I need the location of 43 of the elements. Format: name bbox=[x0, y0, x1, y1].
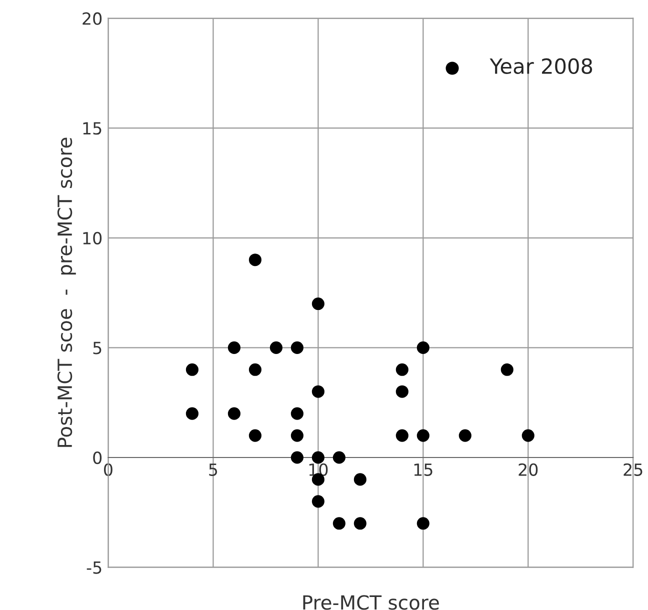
point bbox=[332, 517, 346, 530]
point bbox=[458, 429, 472, 442]
x-tick-label: 5 bbox=[209, 464, 218, 476]
y-tick-label: 15 bbox=[83, 122, 102, 135]
point bbox=[290, 451, 304, 464]
point bbox=[248, 429, 262, 442]
point bbox=[354, 517, 366, 530]
point bbox=[416, 517, 430, 530]
point bbox=[290, 407, 304, 420]
point bbox=[312, 451, 324, 464]
point bbox=[248, 254, 262, 266]
point bbox=[270, 341, 282, 354]
point bbox=[332, 451, 346, 464]
x-tick-label: 25 bbox=[624, 463, 642, 476]
y-axis-title: Post-MCT scoe - pre-MCT score bbox=[57, 138, 76, 447]
point bbox=[500, 363, 514, 376]
legend-label: Year 2008 bbox=[490, 58, 592, 74]
point bbox=[312, 495, 324, 508]
point bbox=[396, 429, 408, 442]
point bbox=[248, 363, 262, 376]
point bbox=[186, 407, 198, 420]
point bbox=[312, 298, 324, 310]
y-tick-label: 5 bbox=[93, 342, 102, 354]
point bbox=[396, 385, 408, 398]
y-tick-label: 10 bbox=[83, 232, 102, 244]
x-tick-label: 15 bbox=[414, 464, 432, 476]
point bbox=[312, 385, 324, 398]
x-tick-label: 20 bbox=[518, 463, 538, 476]
y-tick-label: -5 bbox=[86, 561, 102, 574]
point bbox=[290, 429, 304, 442]
y-tick-label: 0 bbox=[93, 451, 102, 464]
point bbox=[416, 429, 430, 442]
point bbox=[416, 341, 430, 354]
point bbox=[522, 429, 534, 442]
point bbox=[290, 341, 304, 354]
point bbox=[186, 363, 198, 376]
point bbox=[396, 363, 408, 376]
point bbox=[354, 473, 366, 486]
point bbox=[228, 341, 240, 354]
x-axis-title: Pre-MCT score bbox=[303, 595, 439, 610]
x-tick-label: 0 bbox=[104, 463, 112, 476]
y-tick-label: 20 bbox=[82, 12, 102, 25]
point bbox=[228, 407, 240, 420]
